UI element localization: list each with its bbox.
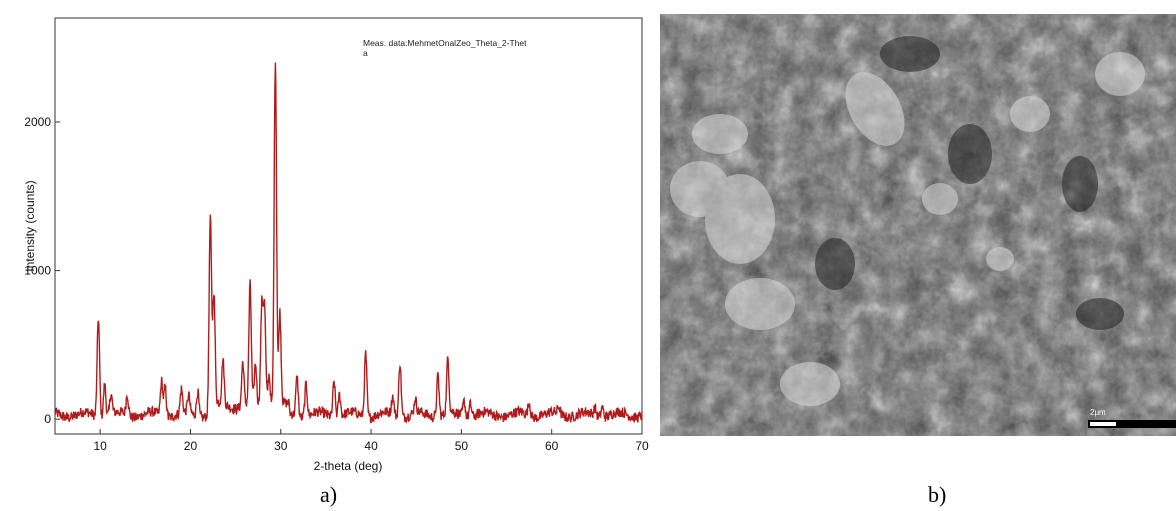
- sem-micrograph: [660, 14, 1176, 436]
- legend-line-1: Meas. data:MehmetOnalZeo_Theta_2-Thet: [363, 38, 527, 48]
- x-tick-label: 40: [364, 439, 378, 453]
- x-tick-label: 20: [184, 439, 198, 453]
- y-tick-label: 0: [44, 412, 51, 426]
- x-tick-label: 10: [93, 439, 107, 453]
- x-tick-label: 70: [635, 439, 649, 453]
- plot-frame: [54, 17, 643, 435]
- y-tick-label: 2000: [24, 115, 51, 129]
- legend-line-2: a: [363, 48, 368, 58]
- x-tick-label: 50: [455, 439, 469, 453]
- y-axis-label: Intensity (counts): [23, 180, 37, 271]
- sem-shadows: [815, 36, 1124, 330]
- sem-particles: [670, 52, 1145, 406]
- series-line-meas-data: [54, 62, 643, 424]
- x-axis: 10 20 30 40 50 60 70: [93, 429, 649, 453]
- x-axis-label: 2-theta (deg): [314, 459, 383, 473]
- caption-b: b): [928, 482, 947, 507]
- y-axis: 0 1000 2000: [24, 115, 60, 426]
- y-tick-label: 1000: [24, 264, 51, 278]
- scale-bar-label: 2μm: [1090, 408, 1106, 417]
- x-tick-label: 30: [274, 439, 288, 453]
- caption-a: a): [320, 482, 338, 507]
- scale-bar: [1088, 420, 1176, 428]
- x-tick-label: 60: [545, 439, 559, 453]
- xrd-chart: 0 1000 2000 10 20 30 40 50 60 70 Meas. data:Mehm…: [8, 4, 654, 480]
